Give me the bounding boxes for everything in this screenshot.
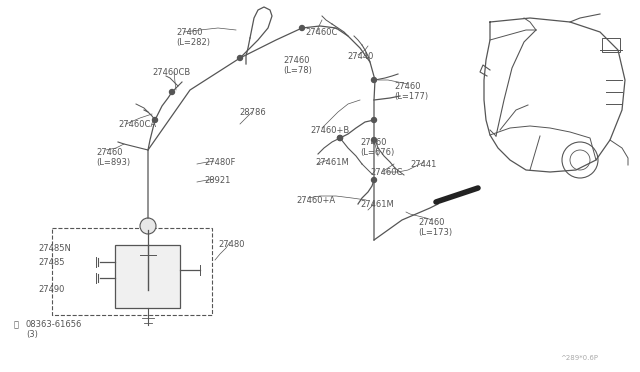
Circle shape [237, 55, 243, 61]
Text: 27461M: 27461M [360, 200, 394, 209]
Text: 27460CB: 27460CB [152, 68, 190, 77]
Text: 27460
(L=173): 27460 (L=173) [418, 218, 452, 237]
Text: ^289*0.6P: ^289*0.6P [560, 355, 598, 361]
Text: 27485N: 27485N [38, 244, 71, 253]
Bar [52, 228, 212, 315]
Circle shape [371, 138, 376, 142]
Text: 27461M: 27461M [315, 158, 349, 167]
Text: 27460
(L=177): 27460 (L=177) [394, 82, 428, 101]
Text: 08363-61656
(3): 08363-61656 (3) [26, 320, 83, 339]
Circle shape [337, 135, 342, 141]
Circle shape [371, 118, 376, 122]
Circle shape [371, 77, 376, 83]
Text: 27460
(L=282): 27460 (L=282) [176, 28, 210, 47]
Bar [602, 38, 620, 52]
Text: 27460
(L=893): 27460 (L=893) [96, 148, 130, 167]
Text: 27485: 27485 [38, 258, 65, 267]
Circle shape [152, 118, 157, 122]
Text: 27460
(L=676): 27460 (L=676) [360, 138, 394, 157]
Text: 27441: 27441 [410, 160, 436, 169]
Text: 27460+A: 27460+A [296, 196, 335, 205]
Text: 27440: 27440 [347, 52, 373, 61]
Text: 28786: 28786 [239, 108, 266, 117]
Text: 27460C: 27460C [370, 168, 403, 177]
Text: 27460CA: 27460CA [118, 120, 156, 129]
Text: 27460
(L=78): 27460 (L=78) [283, 56, 312, 75]
Circle shape [371, 177, 376, 183]
Bar [115, 245, 180, 308]
Circle shape [170, 90, 175, 94]
Text: 27490: 27490 [38, 285, 65, 294]
Text: Ⓢ: Ⓢ [14, 320, 19, 329]
Text: 27480: 27480 [218, 240, 244, 249]
Text: 27480F: 27480F [204, 158, 236, 167]
Circle shape [300, 26, 305, 31]
Circle shape [140, 218, 156, 234]
Text: 27460C: 27460C [305, 28, 337, 37]
Text: 27460+B: 27460+B [310, 126, 349, 135]
Text: 28921: 28921 [204, 176, 230, 185]
Circle shape [337, 135, 342, 141]
